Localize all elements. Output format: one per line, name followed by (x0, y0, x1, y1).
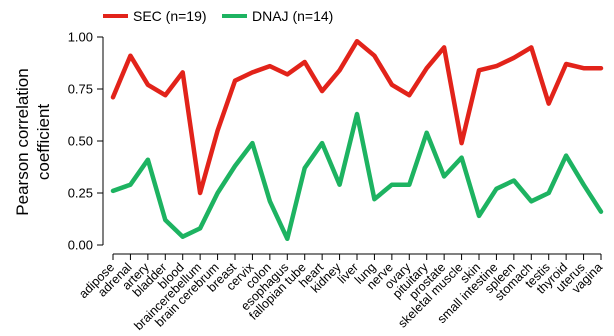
x-axis: adiposeadrenalarterybladderbloodbraincer… (76, 253, 605, 333)
y-tick-label: 0.75 (68, 82, 93, 97)
y-axis-title-line-2: coefficient (34, 104, 53, 181)
y-axis-title-line-1: Pearson correlation (13, 68, 32, 215)
y-axis: 0.00 0.25 0.50 0.75 1.00 (68, 30, 104, 253)
legend-label-dnaj: DNAJ (n=14) (252, 8, 333, 24)
y-tick-label: 0.25 (68, 186, 93, 201)
series-layer (110, 38, 604, 242)
legend-label-sec: SEC (n=19) (133, 8, 207, 24)
legend: SEC (n=19) DNAJ (n=14) (103, 8, 333, 24)
y-tick-label: 0.00 (68, 238, 93, 253)
y-tick-label: 1.00 (68, 30, 93, 45)
y-tick-label: 0.50 (68, 134, 93, 149)
y-axis-title: Pearson correlation coefficient (13, 68, 53, 215)
series-line-sec (110, 38, 604, 196)
series-line-dnaj (110, 111, 604, 242)
